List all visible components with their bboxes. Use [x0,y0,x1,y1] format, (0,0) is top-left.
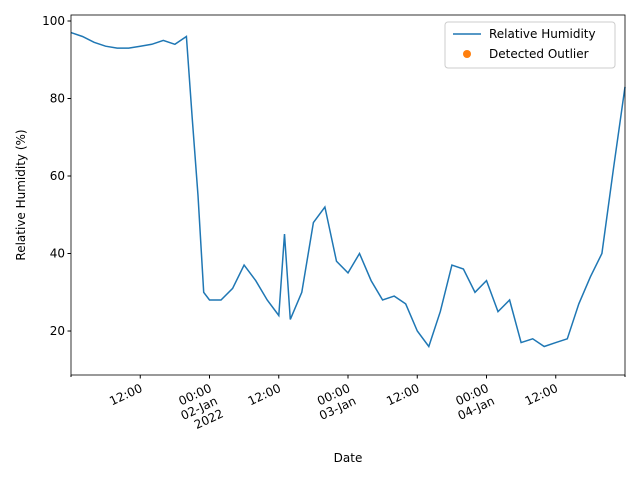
x-tick-label: 00:0003-Jan [311,381,358,423]
y-tick-label: 40 [50,247,65,261]
legend-marker [463,50,471,58]
legend: Relative Humidity Detected Outlier [444,21,616,69]
x-tick-label: 00:0004-Jan [450,381,497,423]
plot-frame [70,14,626,376]
y-axis-label: Relative Humidity (%) [14,129,28,260]
x-tick-label: 12:00 [246,381,283,408]
legend-label: Relative Humidity [489,27,596,41]
x-tick-label: 12:00 [523,381,560,408]
legend-box [444,21,616,69]
line [70,31,626,349]
x-axis-label: Date [334,451,363,465]
legend-label: Detected Outlier [489,47,589,61]
y-tick-label: 20 [50,324,65,338]
x-tick-label: 12:00 [384,381,421,408]
x-tick-label: 00:0002-Jan2022 [173,381,226,435]
x-tick-label: 12:00 [107,381,144,408]
y-tick-label: 60 [50,169,65,183]
y-tick-label: 80 [50,92,65,106]
y-tick-label: 100 [42,14,65,28]
